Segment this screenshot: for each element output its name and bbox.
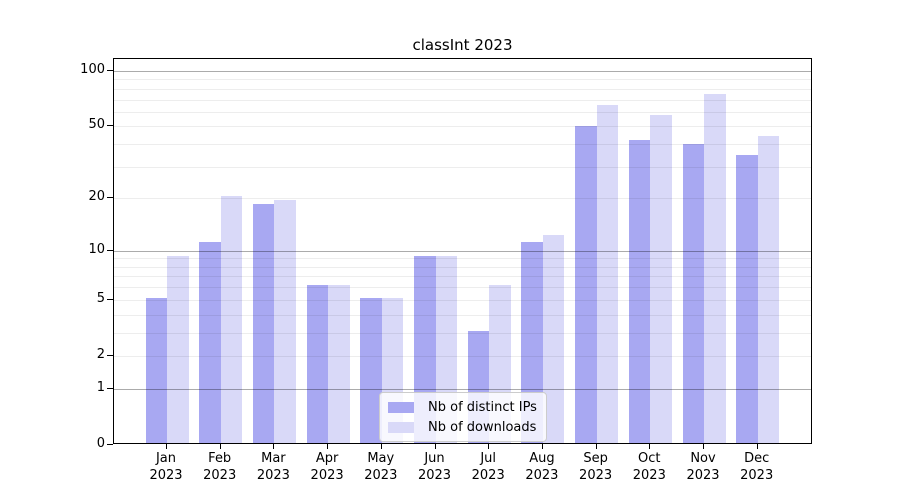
x-tick-label: Apr 2023 <box>310 451 344 483</box>
gridline <box>114 356 811 357</box>
bar <box>704 94 726 443</box>
bar <box>306 285 329 443</box>
x-tick-label: Aug 2023 <box>525 451 559 483</box>
x-tick-label: Feb 2023 <box>203 451 237 483</box>
bar <box>328 285 350 443</box>
y-tick-mark <box>107 355 113 356</box>
gridline <box>114 144 811 145</box>
gridline <box>114 126 811 128</box>
bar <box>575 125 597 443</box>
x-tick-label: May 2023 <box>364 451 398 483</box>
legend-item-downloads: Nb of downloads <box>388 417 538 437</box>
x-tick-mark <box>756 444 758 449</box>
gridline <box>114 388 811 390</box>
gridline <box>114 79 811 81</box>
legend-swatch-distinct-ips <box>388 401 414 413</box>
x-tick-mark <box>166 444 167 449</box>
y-tick-label: 1 <box>96 379 105 395</box>
x-tick-label: Jun 2023 <box>417 451 452 483</box>
bar <box>542 235 565 443</box>
x-tick-mark <box>488 444 490 449</box>
gridline <box>114 70 811 72</box>
y-tick-mark <box>107 249 113 251</box>
gridline <box>114 276 811 278</box>
bar <box>628 140 651 443</box>
x-tick-label: Mar 2023 <box>256 451 290 483</box>
gridline <box>114 198 811 200</box>
y-tick-mark <box>107 444 113 445</box>
bar <box>167 256 189 443</box>
gridline <box>114 266 811 268</box>
gridline <box>114 299 811 301</box>
y-tick-label: 20 <box>88 189 105 205</box>
x-tick-mark <box>434 444 436 449</box>
x-tick-mark <box>541 444 543 449</box>
legend-swatch-downloads <box>388 421 414 433</box>
bar <box>199 241 221 443</box>
gridline <box>114 99 811 101</box>
x-tick-mark <box>219 444 221 449</box>
legend-label-downloads: Nb of downloads <box>428 419 537 435</box>
bar <box>274 200 296 443</box>
x-tick-label: Nov 2023 <box>686 451 720 483</box>
x-tick-mark <box>595 444 597 449</box>
gridline <box>114 166 811 168</box>
bar <box>360 297 382 443</box>
x-tick-label: Dec 2023 <box>740 451 774 483</box>
y-tick-mark <box>107 125 113 127</box>
bar <box>596 104 619 443</box>
gridline <box>114 88 811 90</box>
legend-item-distinct-ips: Nb of distinct IPs <box>388 397 538 417</box>
x-tick-label: Jul 2023 <box>471 451 505 483</box>
legend: Nb of distinct IPs Nb of downloads <box>379 392 547 442</box>
x-tick-label: Oct 2023 <box>632 451 666 483</box>
gridlines-layer <box>114 59 811 443</box>
plot-area <box>113 58 812 444</box>
y-tick-mark <box>107 197 113 199</box>
chart-title: classInt 2023 <box>412 36 513 54</box>
y-tick-label: 10 <box>88 241 105 257</box>
legend-label-distinct-ips: Nb of distinct IPs <box>428 399 537 415</box>
gridline <box>114 111 811 113</box>
y-tick-label: 2 <box>96 347 105 362</box>
gridline <box>114 314 811 316</box>
bar <box>220 196 243 443</box>
gridline <box>114 250 811 252</box>
x-tick-mark <box>649 444 651 449</box>
y-tick-mark <box>107 387 113 389</box>
gridline <box>114 332 811 334</box>
x-tick-label: Sep 2023 <box>579 451 613 483</box>
x-tick-label: Jan 2023 <box>149 451 183 483</box>
bar <box>252 204 275 443</box>
y-tick-mark <box>107 298 113 300</box>
gridline <box>114 287 811 289</box>
bar <box>682 144 704 443</box>
y-tick-label: 100 <box>80 61 105 77</box>
y-tick-label: 5 <box>96 290 105 306</box>
bar <box>757 136 780 443</box>
bar <box>650 115 672 443</box>
y-tick-label: 0 <box>96 436 105 451</box>
x-tick-mark <box>273 444 275 449</box>
gridline <box>114 258 811 260</box>
x-tick-mark <box>327 444 329 449</box>
x-tick-mark <box>703 444 704 449</box>
bar <box>145 297 167 443</box>
x-tick-mark <box>380 444 382 449</box>
y-tick-label: 50 <box>88 117 105 133</box>
y-tick-mark <box>107 69 113 71</box>
bar <box>736 154 758 443</box>
